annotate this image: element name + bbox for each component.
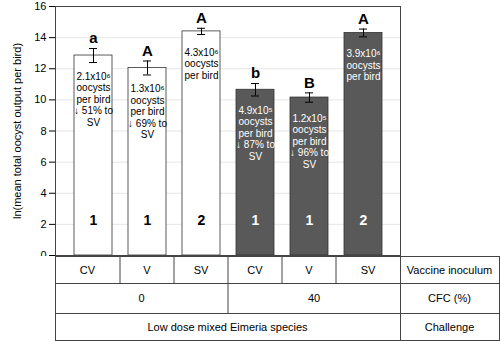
- svg-text:2: 2: [198, 212, 206, 228]
- svg-text:ln(mean total oocyst output pe: ln(mean total oocyst output per bird): [11, 43, 23, 219]
- svg-text:B: B: [304, 74, 315, 91]
- svg-text:12: 12: [34, 62, 46, 74]
- svg-text:0: 0: [40, 249, 46, 256]
- svg-text:A: A: [196, 9, 207, 26]
- svg-text:CFC (%): CFC (%): [428, 292, 471, 304]
- svg-text:3.9x10⁶oocystsper bird: 3.9x10⁶oocystsper bird: [346, 48, 380, 82]
- svg-text:2.1x10⁶oocystsper bird↓ 51% to: 2.1x10⁶oocystsper bird↓ 51% toSV: [74, 71, 113, 128]
- svg-text:1.2x10⁵oocystsper bird↓ 96% to: 1.2x10⁵oocystsper bird↓ 96% toSV: [290, 113, 329, 170]
- svg-text:Vaccine inoculum: Vaccine inoculum: [407, 264, 492, 276]
- svg-text:Low dose mixed Eimeria species: Low dose mixed Eimeria species: [147, 321, 308, 333]
- svg-text:1: 1: [252, 212, 260, 228]
- svg-text:4.9x10⁵oocystsper bird↓ 87% to: 4.9x10⁵oocystsper bird↓ 87% toSV: [236, 105, 275, 162]
- svg-text:V: V: [305, 264, 313, 276]
- svg-text:8: 8: [40, 125, 46, 137]
- svg-text:4.3x10⁶oocystsper bird: 4.3x10⁶oocystsper bird: [184, 47, 218, 81]
- svg-text:0: 0: [138, 292, 144, 304]
- svg-text:SV: SV: [361, 264, 376, 276]
- svg-text:CV: CV: [247, 264, 263, 276]
- svg-text:1: 1: [144, 212, 152, 228]
- svg-text:4: 4: [40, 187, 46, 199]
- svg-text:SV: SV: [194, 264, 209, 276]
- svg-text:b: b: [251, 64, 260, 81]
- svg-text:16: 16: [34, 0, 46, 12]
- svg-text:40: 40: [308, 292, 320, 304]
- svg-text:V: V: [143, 264, 151, 276]
- svg-text:1: 1: [306, 212, 314, 228]
- svg-text:14: 14: [34, 31, 46, 43]
- svg-text:6: 6: [40, 156, 46, 168]
- svg-text:A: A: [142, 42, 153, 59]
- svg-text:10: 10: [34, 93, 46, 105]
- svg-text:2: 2: [40, 218, 46, 230]
- svg-text:A: A: [358, 10, 369, 27]
- svg-text:2: 2: [360, 212, 368, 228]
- svg-text:a: a: [89, 29, 98, 46]
- svg-text:Challenge: Challenge: [425, 321, 475, 333]
- svg-text:1: 1: [90, 212, 98, 228]
- svg-text:1.3x10⁶oocystsper bird↓ 69% to: 1.3x10⁶oocystsper bird↓ 69% toSV: [128, 83, 167, 140]
- svg-text:CV: CV: [80, 264, 96, 276]
